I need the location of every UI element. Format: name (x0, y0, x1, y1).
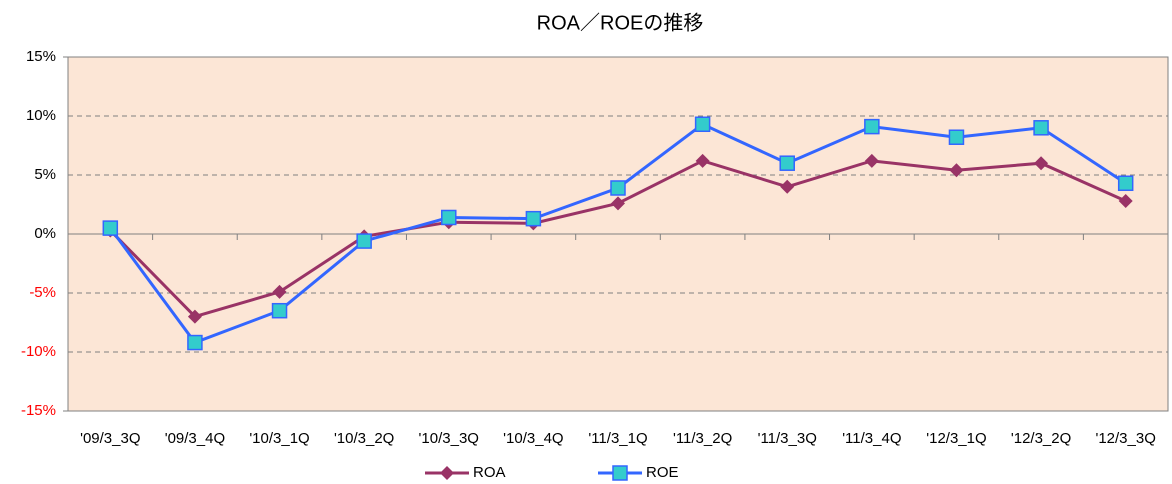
data-point (610, 180, 626, 196)
data-point (695, 153, 710, 168)
x-tick-label: '10/3_4Q (503, 430, 563, 447)
x-tick-label: '12/3_2Q (1011, 430, 1071, 447)
data-point (1034, 156, 1049, 171)
data-point (779, 155, 795, 171)
data-point (948, 129, 965, 145)
chart-title: ROA／ROEの推移 (537, 11, 704, 34)
x-tick-label: '11/3_3Q (758, 430, 817, 447)
data-point (1118, 193, 1133, 208)
data-point (949, 163, 964, 178)
data-point (187, 309, 202, 324)
data-point (102, 220, 119, 236)
y-tick-label: -5% (29, 284, 56, 301)
y-tick-label: 0% (34, 225, 56, 242)
y-tick-label: 10% (26, 107, 56, 124)
legend-marker (612, 465, 628, 481)
legend-marker (440, 466, 454, 480)
x-tick-label: '11/3_2Q (673, 430, 732, 447)
data-point (272, 284, 287, 299)
data-point (525, 210, 542, 227)
x-tick-label: '10/3_1Q (249, 430, 309, 447)
data-point (611, 196, 625, 211)
legend-label: ROE (646, 464, 679, 481)
x-tick-label: '11/3_1Q (588, 430, 647, 447)
data-point (1033, 120, 1049, 136)
data-point (1117, 175, 1134, 192)
data-point (694, 116, 711, 133)
data-point (864, 118, 880, 135)
x-tick-label: '10/3_3Q (419, 430, 479, 447)
legend-label: ROA (473, 464, 506, 481)
x-tick-label: '10/3_2Q (334, 430, 394, 447)
data-point (780, 179, 795, 194)
x-tick-label: '11/3_4Q (842, 430, 901, 447)
y-tick-label: -15% (21, 402, 56, 419)
data-point (271, 302, 288, 319)
y-tick-label: -10% (21, 343, 56, 360)
data-point (441, 209, 457, 226)
x-tick-label: '12/3_1Q (926, 430, 986, 447)
x-tick-label: '09/3_3Q (80, 430, 140, 447)
y-tick-label: 15% (26, 48, 56, 65)
data-point (187, 334, 203, 351)
x-tick-label: '12/3_3Q (1095, 430, 1155, 447)
x-tick-label: '09/3_4Q (165, 430, 225, 447)
data-point (356, 233, 372, 249)
data-point (864, 153, 879, 168)
y-tick-label: 5% (34, 166, 56, 183)
